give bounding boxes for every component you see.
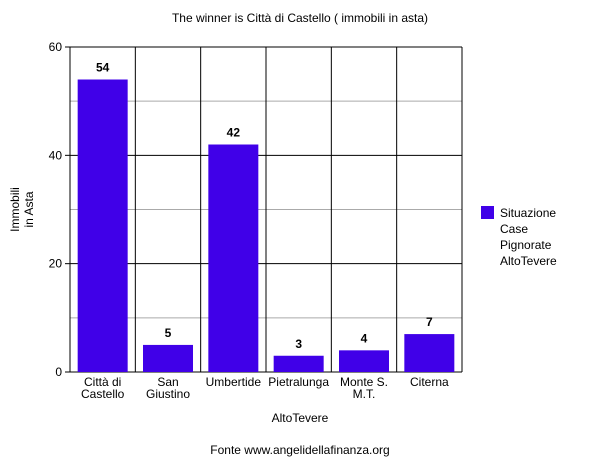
value-label: 7 (426, 315, 433, 329)
legend-swatch (481, 206, 494, 219)
y-tick-label: 40 (49, 148, 63, 162)
y-tick-label: 20 (49, 257, 63, 271)
value-label: 3 (295, 337, 302, 351)
x-axis-label: AltoTevere (272, 411, 329, 425)
x-tick-label: Pietralunga (268, 375, 329, 389)
x-tick-label: Citerna (410, 375, 449, 389)
chart-title: The winner is Città di Castello ( immobi… (172, 11, 428, 25)
x-tick-label: Umbertide (206, 375, 262, 389)
y-tick-label: 0 (55, 365, 62, 379)
x-tick-label: Monte S. M.T. (340, 375, 388, 401)
value-label: 54 (96, 61, 110, 75)
source-note: Fonte www.angelidellafinanza.org (210, 443, 389, 457)
value-label: 5 (165, 326, 172, 340)
value-label: 42 (227, 126, 241, 140)
bar (339, 350, 389, 372)
x-tick-label: Città di Castello (81, 375, 125, 401)
y-axis-label: Immobiliin Asta (8, 187, 36, 232)
bar (208, 144, 259, 372)
value-label: 4 (361, 331, 368, 345)
y-tick-label: 60 (49, 40, 63, 54)
bar (273, 355, 324, 372)
x-tick-label: San Giustino (146, 375, 190, 401)
bar (77, 79, 128, 372)
bar (143, 344, 193, 372)
bar (404, 334, 455, 372)
legend-label: Situazione Case Pignorate AltoTevere (500, 206, 557, 268)
